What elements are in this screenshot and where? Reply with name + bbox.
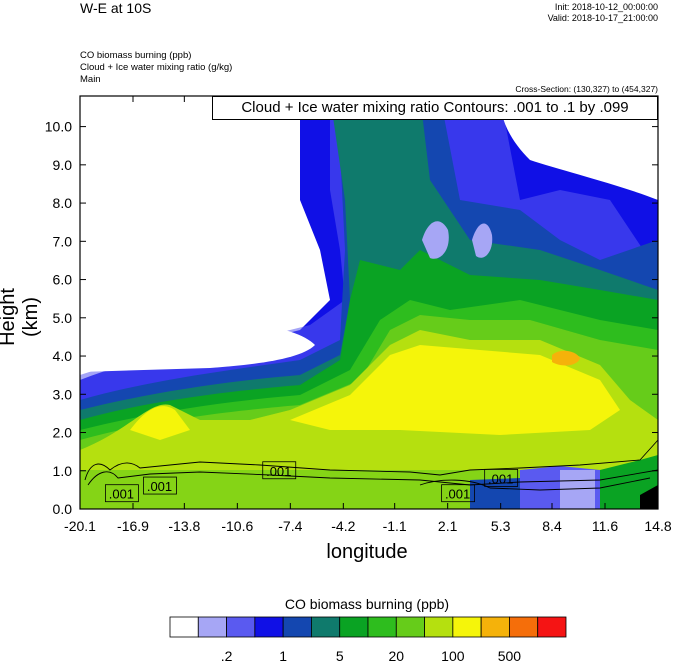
colorbar-swatch	[424, 616, 454, 638]
y-tick-label: 3.0	[53, 386, 73, 402]
x-tick-label: 2.1	[438, 518, 458, 534]
colorbar-label: .2	[221, 648, 233, 664]
y-tick-label: 4.0	[53, 348, 73, 364]
x-axis-label: longitude	[326, 541, 408, 563]
contour-label: .001	[445, 487, 470, 502]
colorbar-swatch	[339, 616, 369, 638]
x-tick-label: -20.1	[64, 518, 96, 534]
contour-label-box	[143, 476, 177, 495]
y-tick-label: 5.0	[53, 310, 73, 326]
field-main-label: Main	[80, 74, 101, 85]
contour-label: .001	[266, 464, 291, 479]
colorbar-swatch	[311, 616, 341, 638]
colorbar-swatch	[509, 616, 539, 638]
colorbar-title: CO biomass burning (ppb)	[284, 596, 450, 612]
contour-label-box	[105, 484, 139, 503]
colorbar: .2 1 5 20 100 500	[169, 616, 567, 664]
contour-label-box	[484, 469, 519, 487]
x-tick-label: -10.6	[221, 518, 253, 534]
colorbar-label: 500	[498, 648, 522, 664]
y-tick-label: 7.0	[53, 233, 73, 249]
x-tick-label: 11.6	[592, 518, 618, 534]
x-tick-label: -13.8	[168, 518, 200, 534]
colorbar-label: 5	[336, 648, 344, 664]
x-tick-label: 14.8	[644, 518, 671, 534]
y-tick-label: 10.0	[45, 119, 72, 135]
y-tick-label: 2.0	[53, 425, 73, 441]
contour-label-box	[262, 461, 297, 480]
contour-label-box	[441, 484, 476, 503]
colorbar-label: 1	[279, 648, 287, 664]
colorbar-swatch	[197, 616, 227, 638]
y-axis-label: Height (km)	[0, 288, 42, 346]
y-tick-label: 1.0	[53, 463, 73, 479]
colorbar-swatch	[537, 616, 567, 638]
x-tick-label: 5.3	[491, 518, 511, 534]
x-tick-label: -16.9	[117, 518, 149, 534]
colorbar-swatch	[226, 616, 256, 638]
y-tick-label: 6.0	[53, 272, 73, 288]
y-tick-label: 9.0	[53, 157, 73, 173]
plot-title: W-E at 10S	[80, 0, 152, 16]
y-tick-label: 0.0	[53, 501, 73, 517]
colorbar-swatch	[367, 616, 397, 638]
x-axis: -20.1 -16.9 -13.8 -10.6 -7.4 -4.2 -1.1 2.1 5.3 8.…	[64, 96, 672, 534]
cross-section-label: Cross-Section: (130,327) to (454,327)	[515, 84, 658, 94]
field-co-label: CO biomass burning (ppb)	[80, 50, 192, 61]
contour-label-group: .001 .001 .001 .001 .001	[105, 461, 519, 503]
colorbar-swatch	[452, 616, 482, 638]
contour-label: .001	[109, 487, 134, 502]
valid-time: Valid: 2018-10-17_21:00:00	[547, 13, 658, 23]
init-time: Init: 2018-10-12_00:00:00	[554, 2, 658, 12]
heatmap-field	[80, 96, 658, 509]
cloud-contours	[84, 439, 658, 491]
colorbar-label: 20	[388, 648, 404, 664]
colorbar-swatch	[169, 616, 199, 638]
contour-info-box: Cloud + Ice water mixing ratio Contours:…	[212, 96, 658, 120]
field-cloud-label: Cloud + Ice water mixing ratio (g/kg)	[80, 62, 233, 73]
x-tick-label: 8.4	[542, 518, 562, 534]
y-axis: 0.0 1.0 2.0 3.0 4.0 5.0 6.0 7.0 8.0 9.0 10.0	[45, 119, 658, 517]
colorbar-swatch	[480, 616, 510, 638]
x-tick-label: -4.2	[331, 518, 355, 534]
colorbar-swatch	[254, 616, 284, 638]
colorbar-label: 100	[441, 648, 465, 664]
colorbar-swatch	[395, 616, 425, 638]
x-tick-label: -7.4	[278, 518, 302, 534]
colorbar-swatch	[282, 616, 312, 638]
contour-label: .001	[147, 479, 172, 494]
x-tick-label: -1.1	[383, 518, 407, 534]
contour-label: .001	[488, 471, 513, 486]
y-tick-label: 8.0	[53, 195, 73, 211]
